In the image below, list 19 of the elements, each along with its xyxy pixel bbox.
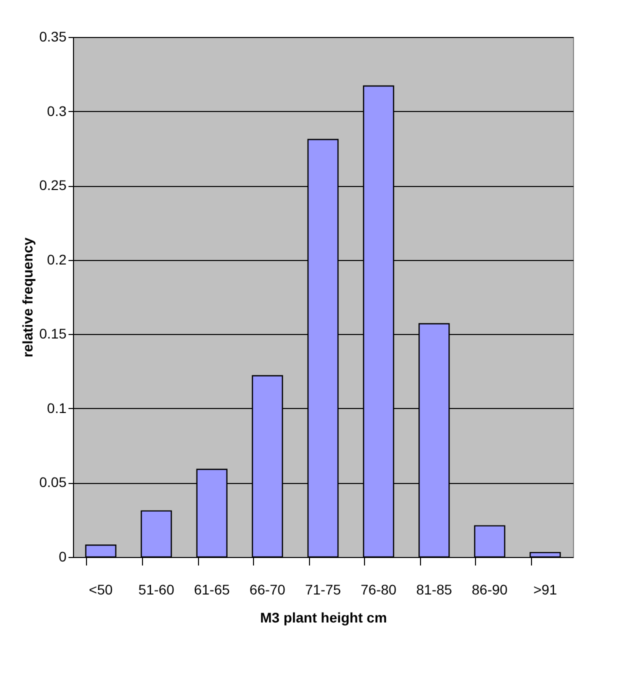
x-tick-label: 61-65 [194,582,230,598]
x-axis-title: M3 plant height cm [260,610,387,626]
x-tick-label: <50 [88,582,113,598]
y-tick-label: 0.05 [39,474,67,490]
x-tick-label: 71-75 [305,582,342,598]
y-tick-label: 0.15 [39,326,67,342]
x-tick-label: >91 [533,582,558,598]
x-tick-label: 81-85 [416,582,452,598]
x-tick-label: 86-90 [472,582,508,598]
x-tick-label: 76-80 [360,582,397,598]
y-axis-title: relative frequency [19,237,36,358]
y-tick-label: 0.1 [47,400,67,416]
x-tick-label: 66-70 [250,582,286,598]
y-tick-label: 0.2 [47,251,67,268]
y-tick-label: 0.3 [47,102,67,119]
y-tick-label: 0.35 [39,28,67,44]
y-tick-label: 0.25 [39,177,67,194]
x-tick-label: 51-60 [138,582,174,598]
y-tick-label: 0 [58,548,67,564]
